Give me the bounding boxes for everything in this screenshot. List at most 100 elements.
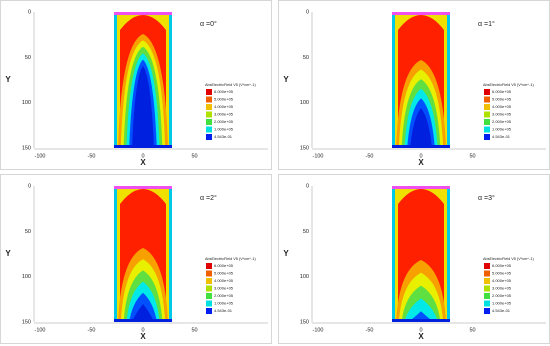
legend-swatch	[484, 96, 490, 103]
legend-label: 2.000e+05	[492, 119, 512, 124]
legend-label: 3.000e+05	[492, 286, 512, 291]
y-tick-label: 0	[28, 9, 31, 15]
y-axis-label: Y	[283, 249, 289, 258]
legend-label: 6.000e+05	[492, 89, 512, 94]
panel: -100 -50 0 50 0 50 100 150 X Yα =0° AbsElectricFie…	[0, 0, 272, 170]
y-tick-label: 50	[25, 229, 31, 235]
x-axis-label: X	[140, 158, 146, 167]
x-axis-label: X	[418, 158, 424, 167]
y-axis-label: Y	[283, 75, 289, 84]
legend-label: 4.000e+05	[492, 278, 512, 283]
x-tick-label: 0	[141, 327, 144, 333]
field-top	[392, 12, 450, 15]
field-layer	[132, 304, 154, 322]
x-tick-label: -50	[366, 327, 374, 333]
y-tick-label: 100	[22, 100, 31, 106]
panel-label: α =2°	[200, 194, 217, 202]
y-tick-label: 150	[22, 145, 31, 151]
legend-swatch	[206, 308, 212, 314]
x-tick-label: -100	[34, 327, 45, 333]
legend-swatch	[206, 293, 212, 299]
legend-label: 3.000e+05	[214, 286, 234, 291]
legend-swatch	[484, 278, 490, 284]
field-top	[392, 186, 450, 189]
field-top	[114, 186, 172, 189]
panel: -100 -50 0 50 0 50 100 150 X Yα =2° AbsElectricFie…	[0, 174, 272, 344]
y-tick-label: 150	[300, 145, 309, 151]
legend-label: 1.000e+05	[214, 301, 234, 306]
legend-label: 3.000e+05	[214, 112, 234, 117]
legend-label: 6.000e+05	[492, 263, 512, 268]
x-tick-label: 0	[141, 153, 144, 159]
x-tick-label: -100	[34, 153, 45, 159]
legend-label: 4.543e-01	[214, 308, 233, 313]
legend-title: AbsElectricField V5 (V*cm^-1)	[205, 83, 256, 87]
legend-label: 2.000e+05	[492, 293, 512, 298]
field-top	[114, 12, 172, 15]
y-tick-label: 0	[28, 183, 31, 189]
legend-swatch	[206, 300, 212, 307]
x-tick-label: 0	[419, 153, 422, 159]
y-tick-label: 0	[306, 9, 309, 15]
field	[114, 186, 172, 322]
field-base	[392, 145, 450, 148]
y-axis-label: Y	[5, 249, 11, 258]
x-tick-label: 50	[469, 327, 475, 333]
legend-swatch	[484, 285, 490, 292]
y-tick-label: 0	[306, 183, 309, 189]
field-layer	[132, 66, 154, 148]
field	[114, 12, 172, 148]
legend-title: AbsElectricField V5 (V*cm^-1)	[205, 257, 256, 261]
y-tick-label: 50	[303, 229, 309, 235]
y-tick-label: 150	[300, 319, 309, 325]
legend-label: 5.000e+05	[492, 271, 512, 276]
legend-swatch	[484, 89, 490, 95]
y-tick-label: 100	[300, 100, 309, 106]
x-axis-label: X	[140, 332, 146, 341]
panel-label: α =0°	[200, 20, 217, 28]
x-tick-label: 50	[191, 153, 197, 159]
y-axis-label: Y	[5, 75, 11, 84]
y-tick-label: 50	[25, 55, 31, 61]
legend-label: 2.000e+05	[214, 293, 234, 298]
legend-swatch	[206, 89, 212, 95]
x-tick-label: -100	[312, 153, 323, 159]
legend-swatch	[484, 134, 490, 140]
legend-label: 6.000e+05	[214, 89, 234, 94]
legend-label: 1.000e+05	[492, 301, 512, 306]
legend-title: AbsElectricField V5 (V*cm^-1)	[483, 83, 534, 87]
legend-swatch	[206, 263, 212, 269]
x-tick-label: -100	[312, 327, 323, 333]
x-tick-label: 50	[469, 153, 475, 159]
legend-label: 5.000e+05	[214, 97, 234, 102]
legend-swatch	[484, 308, 490, 314]
field-layer	[410, 108, 432, 148]
legend-swatch	[484, 104, 490, 110]
legend-label: 5.000e+05	[492, 97, 512, 102]
legend-label: 4.543e-01	[492, 308, 511, 313]
legend-swatch	[206, 111, 212, 118]
legend-label: 1.000e+05	[214, 127, 234, 132]
x-tick-label: -50	[88, 327, 96, 333]
field	[392, 12, 450, 148]
legend-swatch	[484, 300, 490, 307]
legend-label: 5.000e+05	[214, 271, 234, 276]
legend-swatch	[484, 270, 490, 277]
legend-label: 4.543e-01	[214, 134, 233, 139]
legend-swatch	[484, 119, 490, 125]
legend-label: 4.543e-01	[492, 134, 511, 139]
legend-swatch	[206, 270, 212, 277]
x-tick-label: 0	[419, 327, 422, 333]
legend-label: 2.000e+05	[214, 119, 234, 124]
legend-swatch	[206, 126, 212, 133]
legend-swatch	[484, 111, 490, 118]
legend-label: 4.000e+05	[214, 278, 234, 283]
y-tick-label: 100	[300, 274, 309, 280]
legend-swatch	[206, 278, 212, 284]
y-tick-label: 150	[22, 319, 31, 325]
x-axis-label: X	[418, 332, 424, 341]
legend-label: 1.000e+05	[492, 127, 512, 132]
x-tick-label: -50	[88, 153, 96, 159]
legend-swatch	[206, 134, 212, 140]
